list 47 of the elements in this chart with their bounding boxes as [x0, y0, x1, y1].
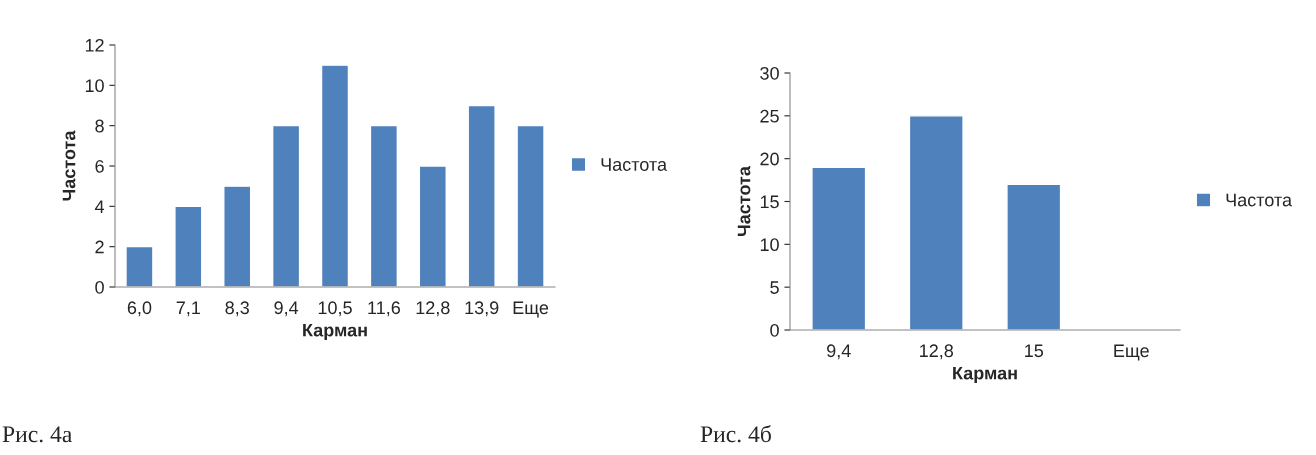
x-tick-label: 7,1 — [176, 301, 200, 317]
y-tick-label: 12 — [85, 38, 104, 52]
x-tick-label: 9,4 — [827, 344, 851, 360]
y-tick-label: 15 — [760, 195, 779, 209]
bar — [369, 124, 399, 287]
x-axis-title: Карман — [303, 323, 367, 341]
y-tick-label: 4 — [94, 200, 105, 213]
y-axis-title: Частота — [737, 165, 751, 236]
x-tick-label: 10,5 — [318, 301, 352, 317]
text: Рис. 4а — [2, 426, 73, 443]
bar — [467, 104, 496, 287]
y-tick-label: 10 — [760, 238, 779, 252]
y-tick-label: 6 — [95, 159, 104, 173]
legend-label: Частота — [1226, 193, 1293, 207]
x-tick-label: 12,8 — [920, 344, 954, 360]
y-tick-label: 8 — [95, 119, 104, 133]
bar — [223, 185, 252, 287]
x-tick-label: Еще — [1114, 344, 1149, 361]
bar — [418, 165, 447, 287]
y-tick-label: 0 — [770, 323, 779, 337]
bar — [908, 115, 964, 330]
y-tick-label: 10 — [85, 79, 104, 93]
x-tick-label: 8,3 — [225, 301, 249, 317]
x-tick-label: Еще — [513, 301, 549, 318]
bar — [811, 166, 867, 330]
bar — [320, 64, 350, 287]
bar — [1006, 183, 1062, 330]
x-tick-label: 13,9 — [465, 301, 499, 317]
x-tick-label: 15 — [1025, 344, 1044, 358]
y-tick-label: 0 — [95, 280, 104, 294]
bar — [174, 205, 203, 287]
text: Рис. 4б — [700, 425, 771, 443]
bar — [271, 124, 301, 287]
y-tick-label: 25 — [760, 109, 779, 123]
x-tick-label: 11,6 — [368, 301, 400, 317]
legend-label: Частота — [601, 158, 668, 171]
x-axis-title: Карман — [953, 366, 1017, 384]
x-tick-label: 9,4 — [274, 301, 299, 317]
x-tick-label: 12,8 — [416, 301, 450, 317]
y-tick-label: 5 — [770, 281, 779, 294]
y-tick-label: 20 — [760, 152, 779, 166]
y-tick-label: 2 — [95, 240, 104, 254]
y-tick-label: 30 — [760, 66, 779, 80]
bar — [516, 124, 545, 287]
bar — [125, 245, 154, 287]
y-axis-title: Частота — [62, 130, 76, 201]
x-tick-label: 6,0 — [127, 301, 152, 317]
